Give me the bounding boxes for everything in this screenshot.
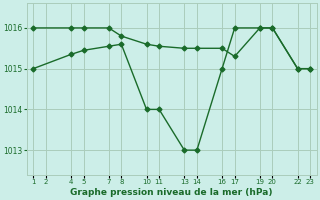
X-axis label: Graphe pression niveau de la mer (hPa): Graphe pression niveau de la mer (hPa) bbox=[70, 188, 273, 197]
